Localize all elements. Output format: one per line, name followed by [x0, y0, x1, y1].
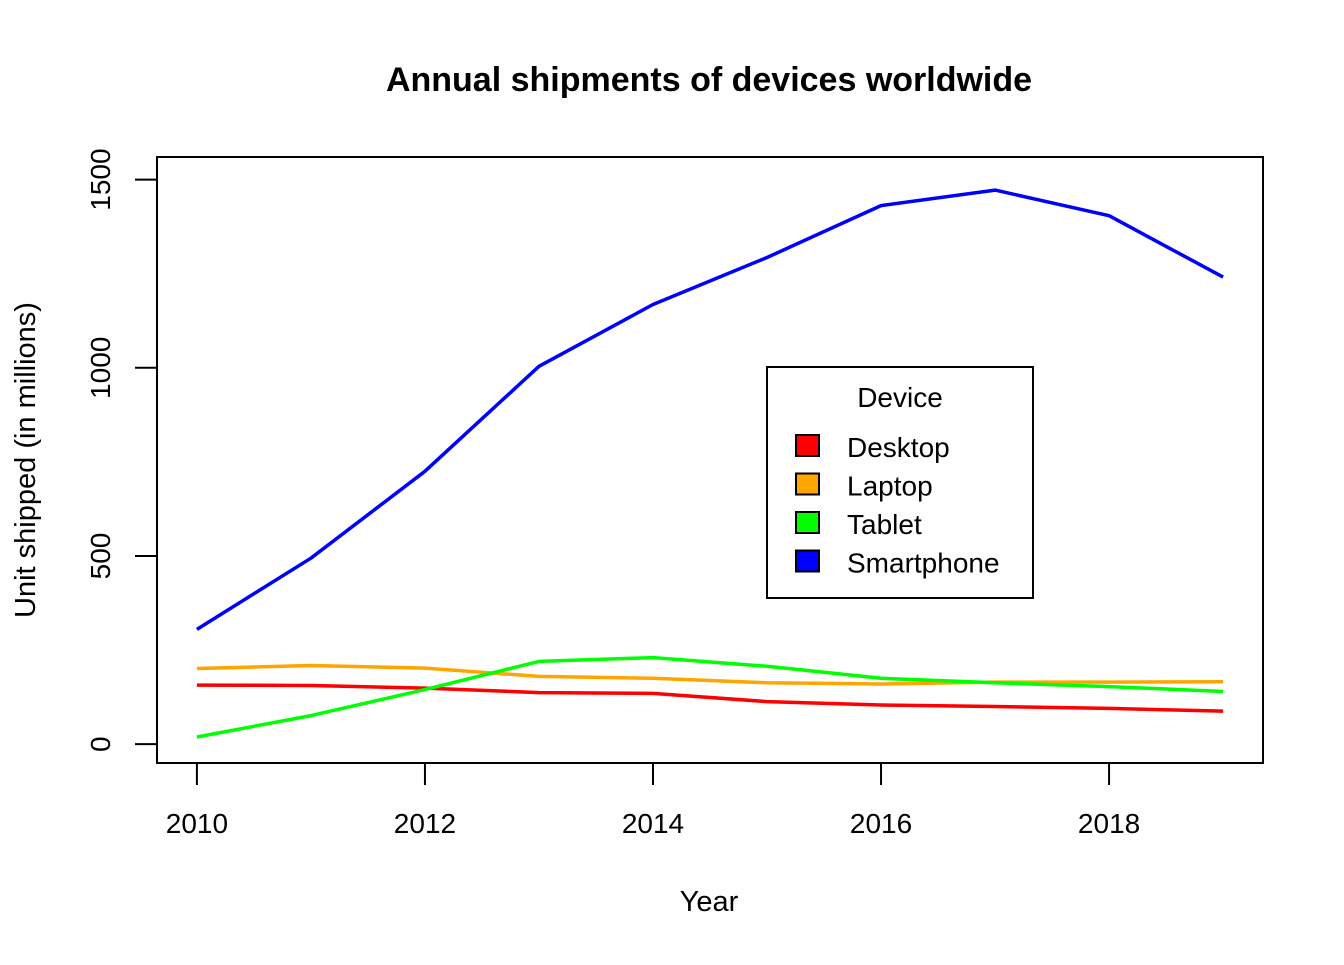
data-point-desktop — [879, 703, 883, 707]
data-point-tablet — [651, 656, 655, 660]
data-point-desktop — [1107, 706, 1111, 710]
legend-label: Desktop — [847, 432, 950, 463]
data-point-desktop — [651, 691, 655, 695]
series-line-tablet — [196, 655, 1224, 739]
data-point-desktop — [765, 700, 769, 704]
legend-item: Tablet — [795, 509, 922, 540]
data-point-desktop — [537, 691, 541, 695]
data-point-smartphone — [765, 255, 769, 259]
data-point-smartphone — [879, 204, 883, 208]
series-line-desktop — [196, 683, 1224, 713]
y-axis-title: Unit shipped (in millions) — [10, 302, 42, 618]
data-point-smartphone — [309, 556, 313, 560]
data-point-tablet — [1221, 689, 1225, 693]
data-point-laptop — [879, 682, 883, 686]
data-point-laptop — [537, 674, 541, 678]
x-tick-label: 2012 — [394, 808, 456, 839]
data-point-tablet — [423, 688, 427, 692]
legend-label: Smartphone — [847, 548, 1000, 579]
data-point-laptop — [423, 666, 427, 670]
data-point-laptop — [309, 664, 313, 668]
data-point-smartphone — [195, 627, 199, 631]
y-tick-label: 1000 — [85, 337, 116, 399]
series-desktop — [195, 683, 1225, 713]
data-point-desktop — [195, 683, 199, 687]
x-tick-label: 2018 — [1078, 808, 1140, 839]
legend-swatch — [795, 434, 820, 457]
chart-title: Annual shipments of devices worldwide — [386, 61, 1032, 99]
x-tick-label: 2014 — [622, 808, 684, 839]
x-axis: 2010 2012 2014 2016 2018 — [166, 762, 1140, 839]
y-tick-label: 500 — [85, 533, 116, 580]
data-point-tablet — [765, 664, 769, 668]
series-laptop — [195, 663, 1225, 686]
data-point-smartphone — [537, 364, 541, 368]
data-point-smartphone — [1221, 275, 1225, 279]
series-layer — [195, 188, 1225, 739]
y-tick-label: 0 — [85, 736, 116, 752]
data-point-smartphone — [651, 303, 655, 307]
data-point-smartphone — [993, 188, 997, 192]
y-axis: 0 500 1000 1500 — [85, 148, 158, 752]
plot-area-border — [156, 156, 1264, 764]
data-point-tablet — [993, 681, 997, 685]
data-point-tablet — [537, 659, 541, 663]
data-point-laptop — [1107, 680, 1111, 684]
legend-label: Tablet — [847, 509, 922, 540]
series-smartphone — [195, 188, 1225, 631]
x-tick-label: 2016 — [850, 808, 912, 839]
legend-title: Device — [857, 382, 943, 413]
data-point-desktop — [309, 683, 313, 687]
data-point-laptop — [1221, 680, 1225, 684]
legend-item: Laptop — [795, 471, 933, 502]
data-point-laptop — [651, 676, 655, 680]
data-point-desktop — [993, 705, 997, 709]
data-point-desktop — [1221, 709, 1225, 713]
legend-swatch — [795, 472, 820, 496]
legend: Device Desktop Laptop Tablet Smartphone — [766, 366, 1034, 599]
data-point-laptop — [195, 667, 199, 671]
data-point-tablet — [879, 676, 883, 680]
y-tick-label: 1500 — [85, 148, 116, 210]
series-line-smartphone — [195, 188, 1224, 631]
data-point-smartphone — [423, 469, 427, 473]
legend-swatch — [795, 549, 820, 573]
data-point-tablet — [195, 735, 199, 739]
x-axis-title: Year — [680, 886, 739, 918]
legend-items: Desktop Laptop Tablet Smartphone — [795, 432, 1000, 579]
legend-label: Laptop — [847, 471, 933, 502]
legend-swatch — [795, 511, 820, 534]
legend-item: Smartphone — [795, 548, 1000, 579]
data-point-smartphone — [1107, 214, 1111, 218]
legend-item: Desktop — [795, 432, 950, 463]
data-point-tablet — [1107, 685, 1111, 689]
data-point-tablet — [309, 714, 313, 718]
series-tablet — [195, 655, 1225, 739]
data-point-laptop — [765, 681, 769, 685]
series-line-laptop — [196, 663, 1224, 686]
x-tick-label: 2010 — [166, 808, 228, 839]
